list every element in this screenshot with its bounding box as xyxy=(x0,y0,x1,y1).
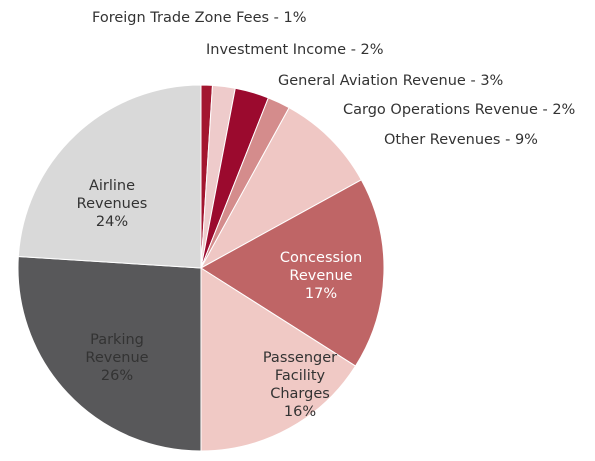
value-label: 24% xyxy=(96,214,128,230)
label-separator: - xyxy=(538,102,552,118)
slice-label: Other Revenues - 9% xyxy=(384,132,538,148)
value-label: 26% xyxy=(101,368,133,384)
slice-name: Other Revenues xyxy=(384,132,500,148)
slice-name: Investment Income xyxy=(206,42,346,58)
slice-label: Concession Revenue 17% xyxy=(280,250,362,302)
slice-label: Investment Income - 2% xyxy=(206,42,384,58)
pie-slice xyxy=(200,267,357,452)
value-label: 9% xyxy=(515,132,538,148)
slice-label: Passenger Facility Charges 16% xyxy=(263,350,337,420)
slice-name-line: Revenue xyxy=(85,350,148,366)
pie-slice xyxy=(199,106,363,270)
pie-slice xyxy=(17,255,202,452)
slice-name-line: Airline xyxy=(89,178,135,194)
slice-label: General Aviation Revenue - 3% xyxy=(278,73,503,89)
pie-slice xyxy=(200,179,385,367)
slice-name-line: Passenger xyxy=(263,350,337,366)
slice-name-line: Facility xyxy=(275,368,326,384)
slice-label: Foreign Trade Zone Fees - 1% xyxy=(92,10,307,26)
slice-name: Concession Revenue xyxy=(280,250,362,284)
slice-name: Airline Revenues xyxy=(77,178,148,212)
slice-name: Foreign Trade Zone Fees xyxy=(92,10,269,26)
slice-name-line: Concession xyxy=(280,250,362,266)
pie-slice xyxy=(17,84,202,269)
slice-name-line: Revenue xyxy=(289,268,352,284)
slice-name: Parking Revenue xyxy=(85,332,148,366)
value-label: 17% xyxy=(305,286,337,302)
value-label: 16% xyxy=(284,404,316,420)
slice-name: Cargo Operations Revenue xyxy=(343,102,538,118)
value-label: 2% xyxy=(361,42,384,58)
label-separator: - xyxy=(500,132,514,148)
slice-name-line: Revenues xyxy=(77,196,148,212)
slice-name-line: Charges xyxy=(270,386,330,402)
label-separator: - xyxy=(269,10,283,26)
value-label: 3% xyxy=(480,73,503,89)
slice-label: Cargo Operations Revenue - 2% xyxy=(343,102,575,118)
slice-name-line: Parking xyxy=(90,332,144,348)
slice-name: General Aviation Revenue xyxy=(278,73,466,89)
slice-label: Airline Revenues 24% xyxy=(77,178,148,230)
value-label: 1% xyxy=(284,10,307,26)
label-separator: - xyxy=(346,42,360,58)
label-separator: - xyxy=(466,73,480,89)
slice-name: Passenger Facility Charges xyxy=(263,350,337,402)
slice-label: Parking Revenue 26% xyxy=(85,332,148,384)
value-label: 2% xyxy=(552,102,575,118)
